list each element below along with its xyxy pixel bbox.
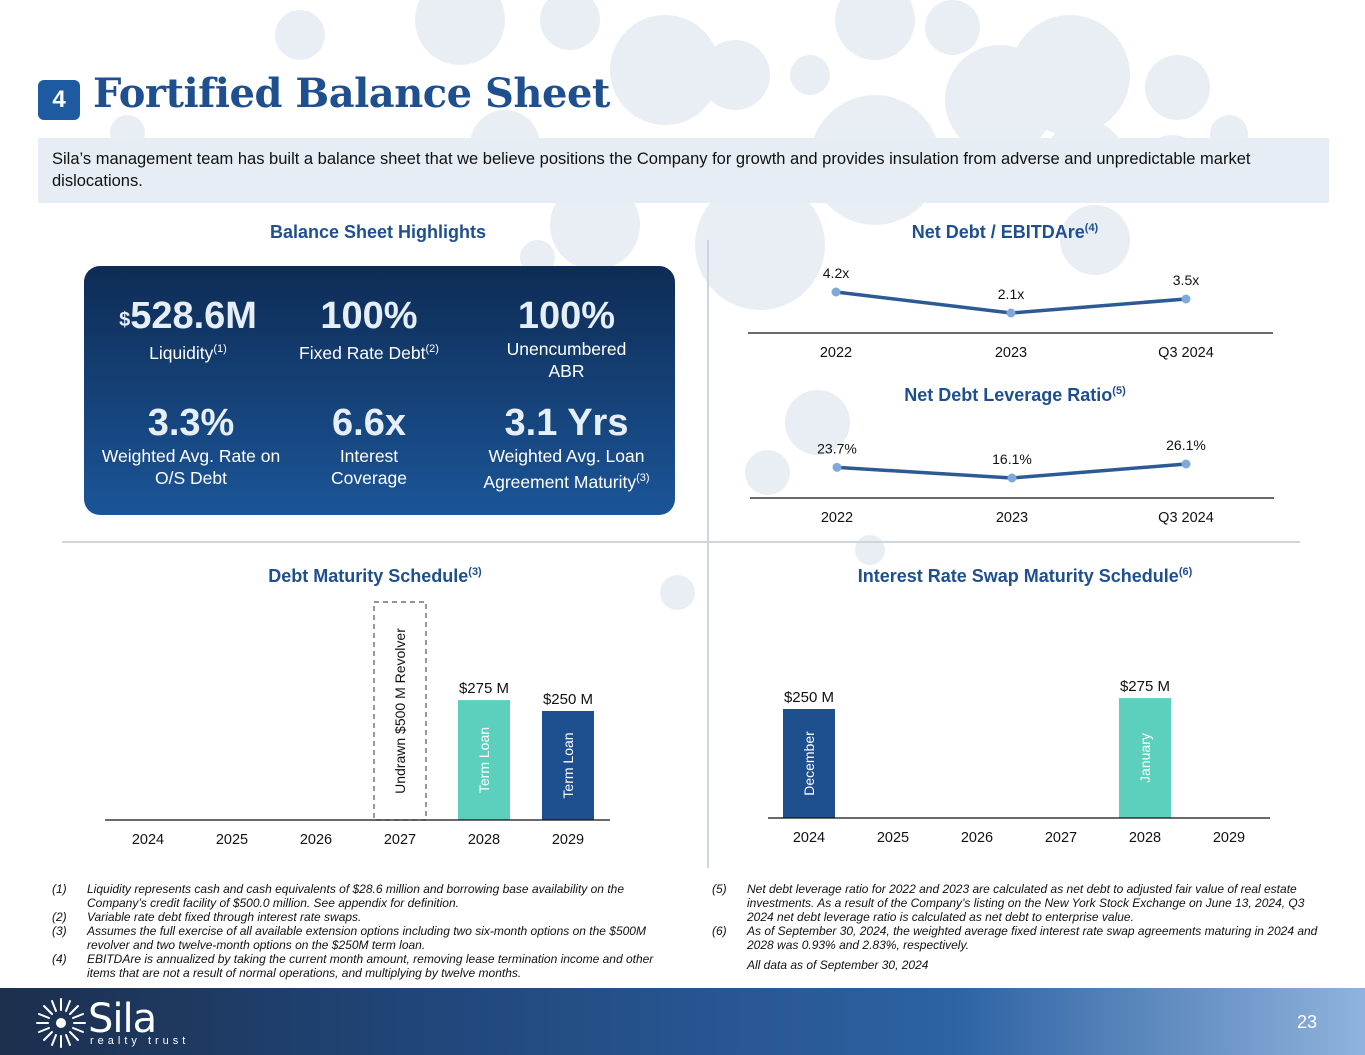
- metric-loan-maturity-label: Weighted Avg. Loan Agreement Maturity: [483, 446, 645, 492]
- debt-maturity-bar-inner-label: Term Loan: [560, 732, 576, 798]
- footnote-6: (6) As of September 30, 2024, the weighte…: [712, 924, 1318, 952]
- logo-wordmark: Sila: [88, 996, 157, 1042]
- metric-unencumbered-label: Unencumbered ABR: [506, 339, 627, 381]
- debt-maturity-x-tick: 2025: [216, 832, 248, 848]
- swap-maturity-bar: [1119, 698, 1171, 818]
- footer-bar: [0, 988, 1365, 1055]
- metric-unencumbered-value: 100%: [517, 295, 616, 337]
- debt-maturity-x-tick: 2028: [468, 832, 500, 848]
- debt-maturity-bar-value-label: $275 M: [459, 680, 509, 697]
- swap-maturity-x-tick: 2025: [877, 830, 909, 846]
- metric-fixed-rate: 100% Fixed Rate Debt(2): [274, 294, 464, 364]
- as-of-note: All data as of September 30, 2024: [747, 958, 929, 972]
- metric-interest-coverage-value: 6.6x: [332, 402, 406, 444]
- logo-subtitle: realty trust: [90, 1035, 190, 1047]
- net-debt-leverage-x-tick: 2023: [996, 510, 1028, 526]
- metric-weighted-rate-value: 3.3%: [147, 402, 235, 444]
- swap-maturity-bar: [783, 709, 835, 818]
- debt-maturity-bar-value-label: $250 M: [543, 691, 593, 708]
- metric-loan-maturity: 3.1 Yrs Weighted Avg. Loan Agreement Mat…: [469, 401, 664, 493]
- footnotes-left: (1) Liquidity represents cash and cash eq…: [52, 882, 662, 980]
- metric-unencumbered: 100% Unencumbered ABR: [474, 294, 659, 382]
- net-debt-ebitdare-point: [1006, 308, 1016, 318]
- footnote-ref: (1): [213, 343, 227, 355]
- metric-liquidity: $528.6M Liquidity(1): [88, 294, 288, 364]
- debt-maturity-bar-inner-label: Undrawn $500 M Revolver: [392, 628, 408, 794]
- swap-maturity-bar-value-label: $275 M: [1120, 678, 1170, 695]
- metric-liquidity-prefix: $: [119, 309, 131, 331]
- debt-maturity-bar: [458, 700, 510, 820]
- net-debt-ebitdare-x-tick: Q3 2024: [1158, 345, 1214, 361]
- page-number: 23: [1296, 1012, 1317, 1032]
- net-debt-leverage-x-tick: 2022: [821, 510, 853, 526]
- metric-weighted-rate-label: Weighted Avg. Rate on O/S Debt: [101, 446, 281, 488]
- swap-maturity-x-tick: 2028: [1129, 830, 1161, 846]
- net-debt-leverage-data-label: 26.1%: [1166, 437, 1206, 453]
- footnote-1: (1) Liquidity represents cash and cash eq…: [52, 882, 624, 910]
- net-debt-ebitdare-data-label: 2.1x: [998, 286, 1024, 302]
- net-debt-ebitdare-point: [1181, 294, 1191, 304]
- debt-maturity-bar: [542, 711, 594, 820]
- sila-logo-icon: [36, 998, 86, 1048]
- debt-maturity-x-tick: 2027: [384, 832, 416, 848]
- metric-fixed-rate-value: 100%: [320, 295, 418, 337]
- metric-liquidity-label: Liquidity: [149, 342, 214, 363]
- page-title: Fortified Balance Sheet: [93, 70, 610, 117]
- horizontal-divider: [62, 541, 1300, 543]
- net-debt-leverage-data-label: 23.7%: [817, 440, 857, 456]
- leverage-chart-title: Net Debt Leverage Ratio(5): [904, 385, 1126, 405]
- debt-maturity-x-tick: 2026: [300, 832, 332, 848]
- net-debt-leverage-x-tick: Q3 2024: [1158, 510, 1214, 526]
- net-debt-leverage-point: [1007, 473, 1017, 483]
- debt-maturity-chart-title: Debt Maturity Schedule(3): [268, 566, 482, 586]
- net-debt-leverage-point: [832, 462, 842, 472]
- intro-banner: Sila’s management team has built a balan…: [38, 138, 1329, 203]
- swap-maturity-x-tick: 2024: [793, 830, 825, 846]
- net-debt-ebitdare-x-tick: 2022: [820, 345, 852, 361]
- swap-maturity-bar-value-label: $250 M: [784, 689, 834, 706]
- vertical-divider: [707, 240, 709, 868]
- footnotes-right: (5) Net debt leverage ratio for 2022 and …: [712, 882, 1322, 972]
- metric-interest-coverage: 6.6x Interest Coverage: [299, 401, 439, 489]
- net-debt-ebitdare-data-label: 3.5x: [1173, 272, 1199, 288]
- ebitdare-chart-title: Net Debt / EBITDAre(4): [911, 222, 1099, 242]
- metric-liquidity-value: 528.6M: [130, 295, 257, 337]
- debt-maturity-x-tick: 2024: [132, 832, 164, 848]
- net-debt-ebitdare-x-tick: 2023: [995, 345, 1027, 361]
- metric-loan-maturity-value: 3.1 Yrs: [504, 402, 629, 444]
- net-debt-ebitdare-data-label: 4.2x: [823, 265, 849, 281]
- net-debt-leverage-point: [1181, 459, 1191, 469]
- footnote-5: (5) Net debt leverage ratio for 2022 and …: [712, 882, 1305, 924]
- swap-maturity-x-tick: 2029: [1213, 830, 1245, 846]
- footnote-ref: (2): [425, 343, 439, 355]
- swap-maturity-x-tick: 2026: [961, 830, 993, 846]
- net-debt-ebitdare-point: [831, 287, 841, 297]
- footnote-4: (4) EBITDAre is annualized by taking the …: [52, 952, 654, 980]
- metric-fixed-rate-label: Fixed Rate Debt: [299, 342, 426, 363]
- footnote-2: (2) Variable rate debt fixed through inte…: [52, 910, 362, 924]
- section-number-badge: 4: [38, 80, 80, 120]
- swap-maturity-bar-inner-label: January: [1137, 733, 1153, 783]
- metric-interest-coverage-label: Interest Coverage: [331, 446, 407, 488]
- highlights-heading: Balance Sheet Highlights: [269, 222, 487, 242]
- debt-maturity-bar-inner-label: Term Loan: [476, 727, 492, 793]
- debt-maturity-x-tick: 2029: [552, 832, 584, 848]
- highlights-card: $528.6M Liquidity(1) 100% Fixed Rate Deb…: [84, 266, 675, 515]
- swap-maturity-bar-inner-label: December: [801, 731, 817, 796]
- footnote-3: (3) Assumes the full exercise of all avai…: [52, 924, 646, 952]
- footnote-ref: (3): [636, 472, 650, 484]
- swap-maturity-x-tick: 2027: [1045, 830, 1077, 846]
- swap-maturity-chart-title: Interest Rate Swap Maturity Schedule(6): [857, 566, 1193, 586]
- net-debt-leverage-data-label: 16.1%: [992, 451, 1032, 467]
- metric-weighted-rate: 3.3% Weighted Avg. Rate on O/S Debt: [98, 401, 284, 489]
